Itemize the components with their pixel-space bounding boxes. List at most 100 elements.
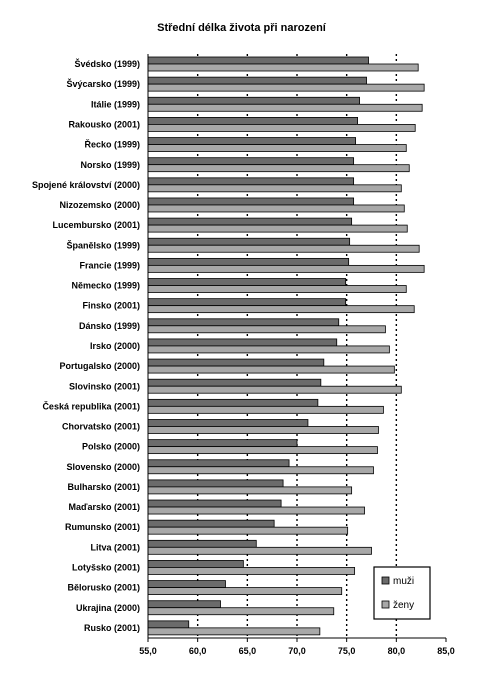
bar-men [147,580,226,588]
bar-men [147,56,369,65]
legend-swatch [381,576,390,585]
bar-women [147,305,415,314]
x-axis: 55,0 60,0 65,0 70,0 75,0 80,0 85,0 [139,54,455,656]
bar-women [147,607,335,616]
category-label: Finsko (2001) [82,301,140,311]
category-label: Rusko (2001) [84,623,140,633]
legend-box [373,566,431,620]
bar-men [147,419,309,427]
bar-women [147,204,405,213]
x-tick-label: 55,0 [139,646,157,656]
category-label: Česká republika (2001) [42,400,140,411]
bar-women [147,264,425,273]
bar-men [147,237,351,246]
bar-men [147,539,257,548]
bar-men [147,318,340,327]
bar-men [147,499,282,508]
bar-men [147,197,355,206]
bar-men [147,76,367,85]
category-label: Slovensko (2000) [66,462,140,472]
category-label: Norsko (1999) [80,160,140,170]
bar-men [147,560,244,568]
bar-men [147,177,355,186]
bar-men [147,459,290,468]
category-label: Nizozemsko (2000) [59,200,140,210]
bar-women [147,486,353,495]
category-label: Litva (2001) [90,542,140,552]
bar-women [147,144,407,152]
bar-women [147,285,407,293]
category-label: Švýcarsko (1999) [66,78,140,89]
bar-men [147,600,221,609]
bar-women [147,627,321,636]
category-label: Portugalsko (2000) [59,361,140,371]
bar-men [147,479,284,488]
category-label: Lotyšsko (2001) [72,563,140,573]
category-label: Rakousko (2001) [68,119,140,129]
bar-men [147,398,319,407]
bar-men [147,519,275,528]
category-label: Spojené království (2000) [32,180,140,190]
category-labels: Švédsko (1999) Švýcarsko (1999) Itálie (19… [32,58,140,633]
bar-women [147,184,402,193]
category-label: Francie (1999) [79,260,140,270]
bar-women [147,506,365,515]
bar-men [147,96,360,105]
category-label: Chorvatsko (2001) [62,422,140,432]
category-label: Německo (1999) [71,281,140,291]
bar-women [147,325,386,334]
bar-women [147,224,408,233]
bar-men [147,137,357,145]
x-tick-label: 60,0 [189,646,207,656]
bar-women [147,63,419,72]
category-label: Polsko (2000) [82,442,140,452]
bar-women [147,426,379,434]
bar-women [147,587,343,595]
bar-men [147,439,298,448]
bar-men [147,620,190,629]
bar-women [147,546,372,555]
x-tick-label: 70,0 [288,646,306,656]
category-label: Maďarsko (2001) [68,502,140,512]
legend-label: ženy [393,600,414,611]
bar-men [147,257,350,266]
bar-men [147,278,347,286]
bar-women [147,365,395,374]
category-label: Bulharsko (2001) [67,482,140,492]
bar-women [147,345,390,354]
category-label: Řecko (1999) [84,139,140,150]
bars [147,56,425,636]
category-label: Lucembursko (2001) [52,220,140,230]
category-label: Itálie (1999) [91,99,140,109]
bar-women [147,164,410,173]
bar-men [147,338,338,347]
bar-women [147,83,425,92]
category-label: Ukrajina (2000) [76,603,140,613]
bar-men [147,157,355,166]
x-tick-label: 80,0 [388,646,406,656]
bar-men [147,358,325,367]
x-tick-label: 85,0 [437,646,455,656]
bar-women [147,385,402,394]
bar-women [147,446,378,455]
category-label: Irsko (2000) [90,341,140,351]
chart-title: Střední délka života při narození [157,22,326,34]
legend-swatch [381,600,390,609]
bar-women [147,466,374,475]
bar-men [147,217,353,226]
legend-label: muži [393,576,414,587]
bar-men [147,117,358,125]
x-tick-label: 75,0 [338,646,356,656]
category-label: Dánsko (1999) [79,321,140,331]
bar-women [147,124,416,132]
x-tick-label: 65,0 [239,646,257,656]
bar-men [147,378,322,387]
category-label: Španělsko (1999) [66,239,140,250]
category-label: Rumunsko (2001) [65,522,140,532]
bar-women [147,405,384,414]
bar-women [147,526,349,535]
bar-men [147,298,347,307]
legend: muži ženy [373,566,431,620]
bar-women [147,103,423,112]
